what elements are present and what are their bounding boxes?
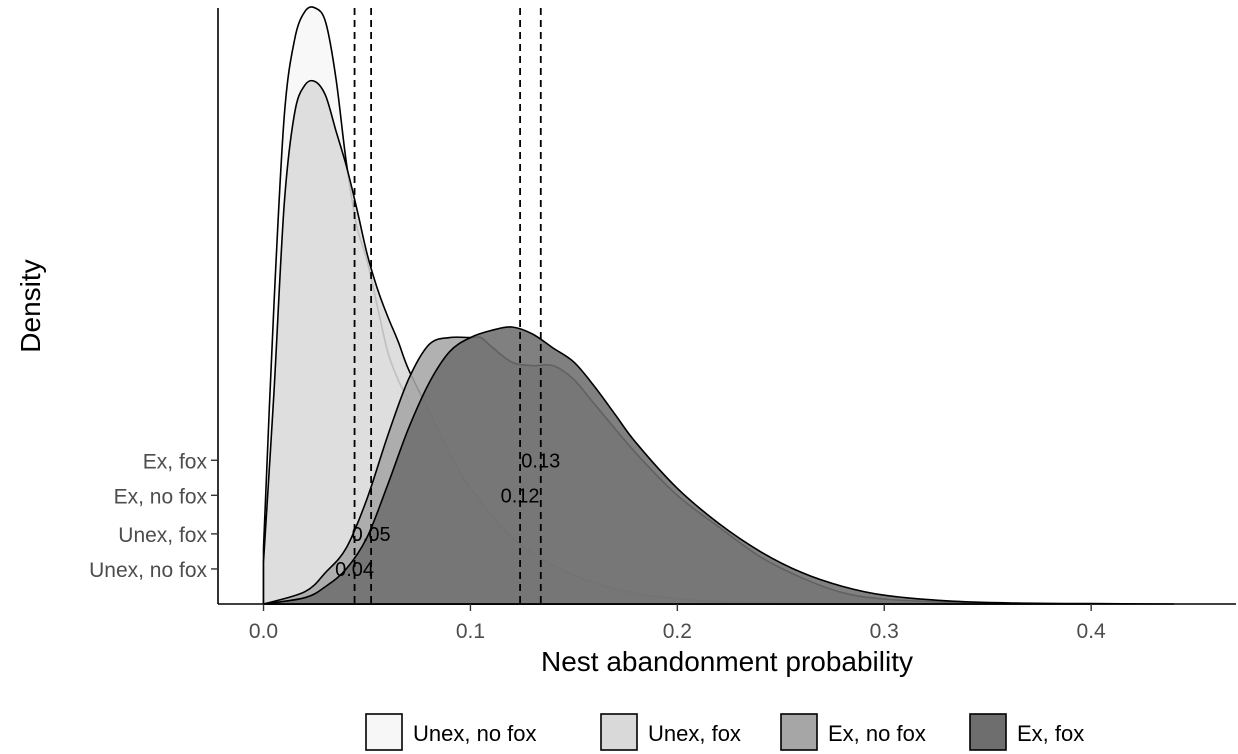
legend-swatch-2 xyxy=(780,713,818,751)
x-tick-label-0: 0.0 xyxy=(249,620,278,643)
y-tick-label-2: Ex, no fox xyxy=(114,485,208,508)
x-tick-label-1: 0.1 xyxy=(456,620,485,643)
mean-label-3: 0.13 xyxy=(521,450,560,472)
mean-label-1: 0.05 xyxy=(352,524,391,546)
legend-swatch-1 xyxy=(600,713,638,751)
y-axis-title: Density xyxy=(15,259,46,352)
legend-label-0: Unex, no fox xyxy=(413,721,537,746)
legend-label-1: Unex, fox xyxy=(648,721,741,746)
y-tick-label-0: Unex, no fox xyxy=(89,559,207,582)
x-tick-label-3: 0.3 xyxy=(870,620,899,643)
density-layer xyxy=(262,6,1174,605)
mean-labels: 0.04 0.05 0.12 0.13 xyxy=(335,450,560,581)
mean-label-0: 0.04 xyxy=(335,559,374,581)
legend-label-2: Ex, no fox xyxy=(828,721,926,746)
x-ticks: 0.0 0.1 0.2 0.3 0.4 xyxy=(249,604,1106,643)
legend-swatch-3 xyxy=(969,713,1007,751)
y-ticks: Unex, no fox Unex, fox Ex, no fox Ex, fox xyxy=(89,450,218,582)
legend: Unex, no fox Unex, fox Ex, no fox Ex, fox xyxy=(365,713,1084,751)
mean-label-2: 0.12 xyxy=(501,485,540,507)
legend-label-3: Ex, fox xyxy=(1017,721,1084,746)
y-tick-label-1: Unex, fox xyxy=(118,524,207,547)
legend-swatch-0 xyxy=(365,713,403,751)
x-tick-label-4: 0.4 xyxy=(1077,620,1107,643)
x-tick-label-2: 0.2 xyxy=(663,620,692,643)
mean-lines xyxy=(353,8,542,604)
density-ex-fox xyxy=(263,326,1174,605)
y-tick-label-3: Ex, fox xyxy=(143,450,208,473)
x-axis-title: Nest abandonment probability xyxy=(541,646,913,677)
